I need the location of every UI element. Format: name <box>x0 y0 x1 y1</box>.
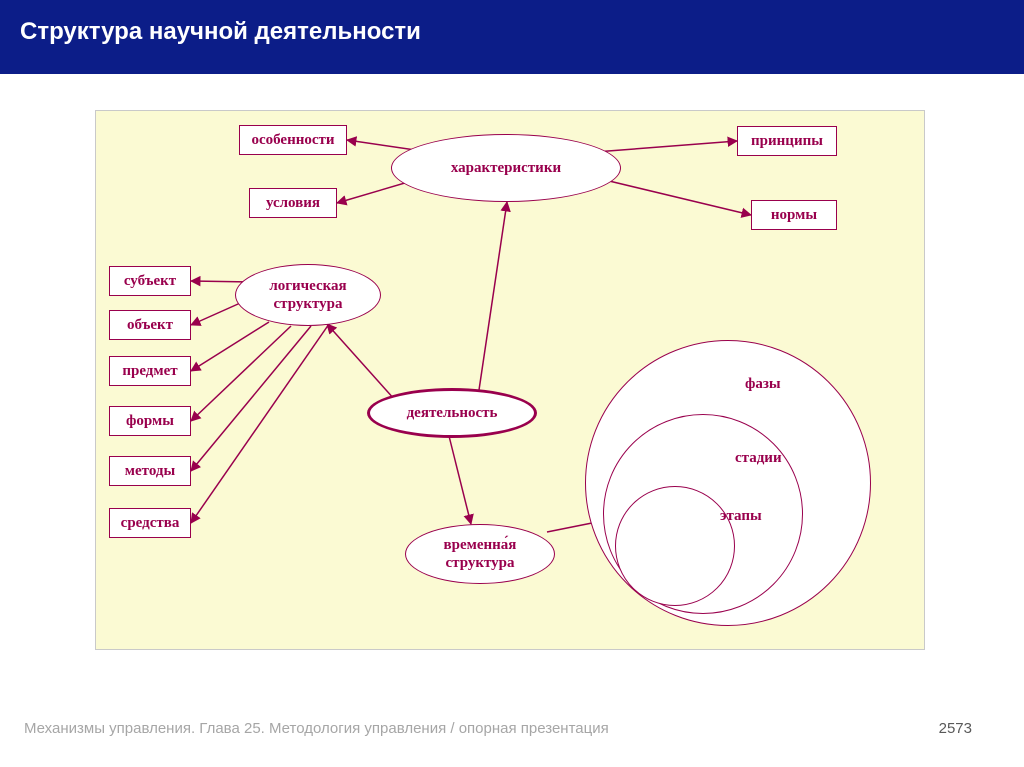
label-etapy_label: этапы <box>720 508 762 525</box>
ellipse-harakter: характеристики <box>391 134 621 202</box>
box-sredstva: средства <box>109 508 191 538</box>
ellipse-logstruct: логическаяструктура <box>235 264 381 326</box>
edge-deyat-harakter <box>479 202 507 390</box>
slide-title: Структура научной деятельности <box>20 18 421 45</box>
ellipse-deyat: деятельность <box>367 388 537 438</box>
edge-logstruct-predmet <box>191 322 269 371</box>
box-formy: формы <box>109 406 191 436</box>
circle-etapy_circle <box>615 486 735 606</box>
footer-text: Механизмы управления. Глава 25. Методоло… <box>24 720 609 737</box>
box-principy: принципы <box>737 126 837 156</box>
edge-harakter-principy <box>595 141 737 152</box>
slide-title-bar: Структура научной деятельности <box>0 0 1024 74</box>
label-stadii_label: стадии <box>735 450 782 467</box>
box-usloviya: условия <box>249 188 337 218</box>
box-subekt: субъект <box>109 266 191 296</box>
box-predmet: предмет <box>109 356 191 386</box>
page-number: 2573 <box>939 720 972 737</box>
box-obekt: объект <box>109 310 191 340</box>
diagram-canvas: особенности условия принципы нормы характери… <box>95 110 925 650</box>
edge-logstruct-metody <box>191 326 311 471</box>
box-osobennosti: особенности <box>239 125 347 155</box>
ellipse-vremstruct: временна́яструктура <box>405 524 555 584</box>
edge-deyat-logstruct <box>327 324 395 400</box>
edge-logstruct-sredstva <box>191 324 329 523</box>
edge-harakter-normy <box>605 180 751 215</box>
label-fazy_label: фазы <box>745 376 781 393</box>
box-metody: методы <box>109 456 191 486</box>
edge-deyat-vremstruct <box>449 436 471 524</box>
box-normy: нормы <box>751 200 837 230</box>
